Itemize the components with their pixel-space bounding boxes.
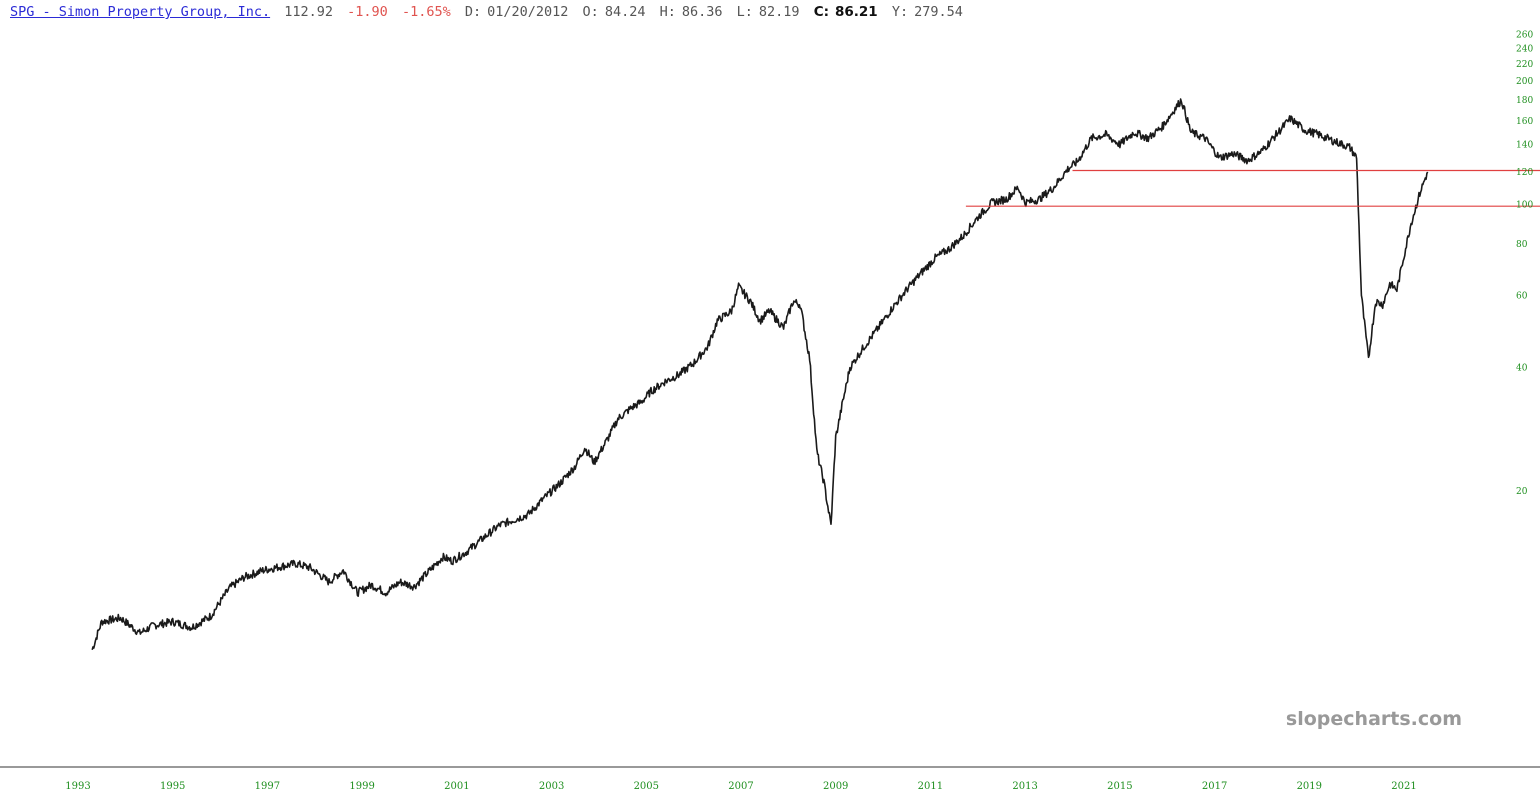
x-tick-label: 1995 <box>160 781 185 792</box>
x-tick-label: 2013 <box>1012 781 1037 792</box>
quote-header: SPG - Simon Property Group, Inc. 112.92 … <box>10 4 969 20</box>
y-value: 279.54 <box>914 4 963 20</box>
y-tick-label: 240 <box>1516 45 1533 55</box>
x-tick-label: 2007 <box>728 781 753 792</box>
x-axis-ticks: 1993 1995 1997 1999 2001 2003 2005 2007 2009 2011… <box>65 781 1416 792</box>
x-tick-label: 2003 <box>539 781 564 792</box>
price-change: -1.90 <box>347 4 388 20</box>
x-tick-label: 1999 <box>349 781 374 792</box>
open-label: O: <box>582 4 599 20</box>
y-tick-label: 20 <box>1516 487 1528 497</box>
y-tick-label: 120 <box>1516 168 1533 178</box>
x-tick-label: 2015 <box>1107 781 1132 792</box>
date-label: D: <box>464 4 482 20</box>
y-tick-label: 200 <box>1516 77 1533 87</box>
y-tick-label: 220 <box>1516 60 1533 70</box>
y-tick-label: 140 <box>1516 141 1533 151</box>
price-series-line <box>91 98 1429 651</box>
x-tick-label: 2001 <box>444 781 469 792</box>
x-tick-label: 1997 <box>255 781 280 792</box>
close-value: 86.21 <box>835 4 878 20</box>
x-tick-label: 2009 <box>823 781 848 792</box>
y-tick-label: 40 <box>1516 364 1528 374</box>
watermark: slopecharts.com <box>1286 708 1462 730</box>
low-value: 82.19 <box>758 4 800 20</box>
low-label: L: <box>736 4 753 20</box>
high-value: 86.36 <box>681 4 723 20</box>
date-value: 01/20/2012 <box>487 4 569 20</box>
y-tick-label: 160 <box>1516 117 1533 127</box>
ticker-link[interactable]: SPG - Simon Property Group, Inc. <box>10 4 271 20</box>
y-tick-label: 60 <box>1516 291 1528 301</box>
plot-area <box>91 98 1540 651</box>
close-label: C: <box>813 4 829 20</box>
x-tick-label: 2005 <box>634 781 659 792</box>
y-tick-label: 100 <box>1516 201 1533 211</box>
x-tick-label: 1993 <box>65 781 90 792</box>
y-tick-label: 180 <box>1516 96 1533 106</box>
price-change-percent: -1.65% <box>401 4 451 20</box>
x-tick-label: 2021 <box>1391 781 1416 792</box>
y-tick-label: 80 <box>1516 240 1528 250</box>
y-label: Y: <box>891 4 909 20</box>
x-tick-label: 2011 <box>918 781 943 792</box>
y-tick-label: 260 <box>1516 30 1533 40</box>
x-tick-label: 2019 <box>1297 781 1322 792</box>
x-tick-label: 2017 <box>1202 781 1227 792</box>
last-price: 112.92 <box>284 4 334 20</box>
y-axis-ticks: 20 40 60 80 100 120 140 160 180 200 220 240 260 <box>1516 30 1533 497</box>
open-value: 84.24 <box>604 4 646 20</box>
high-label: H: <box>659 4 676 20</box>
